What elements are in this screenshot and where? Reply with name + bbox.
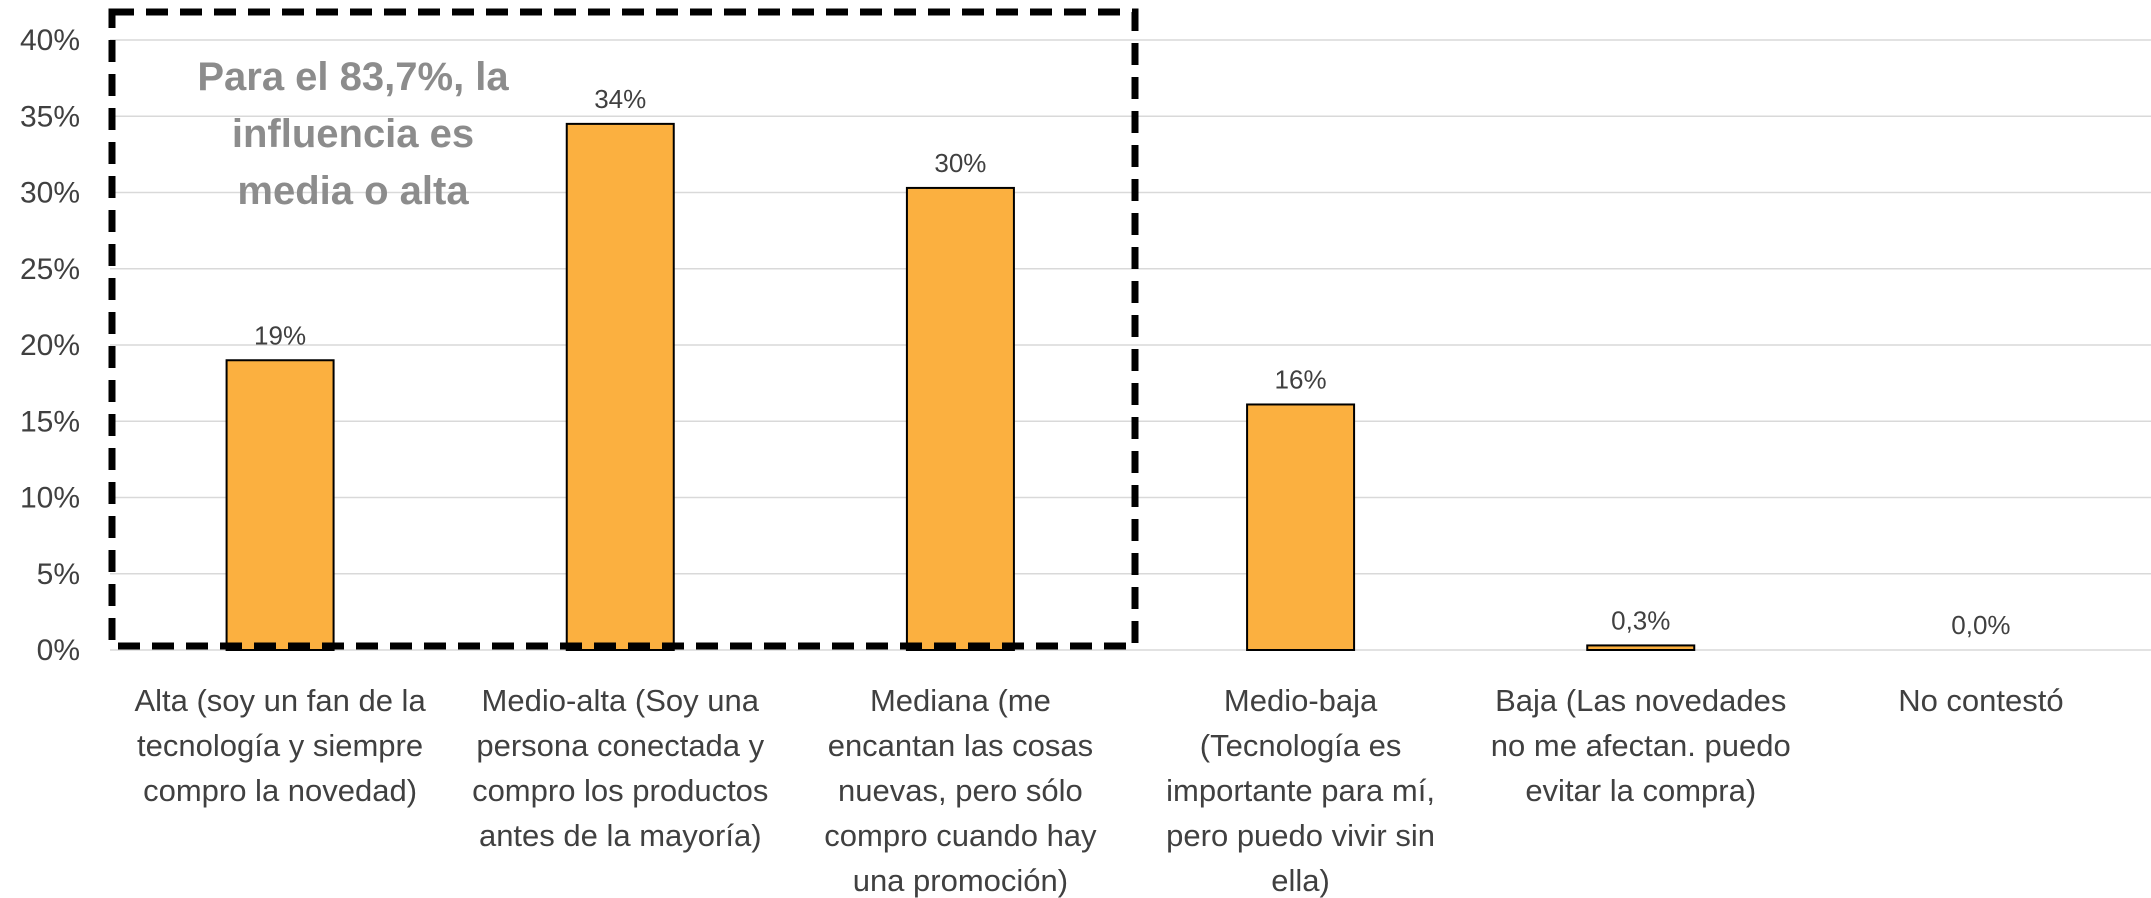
bars [225,122,1696,652]
bar [225,359,335,651]
annotation: Para el 83,7%, la influencia es media o al… [197,55,509,213]
bar [1246,403,1356,651]
category-label: Mediana (me encantan las cosas nuevas, per… [824,683,1097,898]
category-label: Baja (Las novedades no me afectan. puedo e… [1491,683,1791,808]
y-axis-ticks: 0% 5% 10% 15% 20% 25% 30% 35% 40% [20,24,80,667]
data-label: 0,0% [1951,610,2010,640]
y-tick-label: 15% [20,405,80,438]
category-label: Alta (soy un fan de la tecnología y siemp… [134,683,426,808]
y-tick-label: 5% [37,558,80,591]
bar [905,186,1015,652]
y-tick-label: 35% [20,100,80,133]
grid-lines [110,39,2151,651]
y-tick-label: 30% [20,177,80,210]
category-label: No contestó [1898,683,2063,718]
highlight-box [108,8,1139,650]
y-tick-label: 10% [20,482,80,515]
category-label: Medio-alta (Soy una persona conectada y co… [472,683,768,853]
data-label: 34% [594,84,646,114]
y-tick-label: 40% [20,24,80,57]
data-label: 16% [1275,364,1327,394]
data-label: 19% [254,320,306,350]
data-label: 30% [934,148,986,178]
category-label: Medio-baja (Tecnología es importante para … [1166,683,1435,898]
bar [1586,644,1696,651]
y-tick-label: 20% [20,329,80,362]
data-labels: 19% 34% 30% 16% 0,3% 0,0% [254,84,2010,640]
y-tick-label: 25% [20,253,80,286]
bar [565,122,675,651]
y-tick-label: 0% [37,634,80,667]
category-labels: Alta (soy un fan de la tecnología y siemp… [134,683,2063,898]
annotation-text: Para el 83,7%, la influencia es media o al… [197,55,509,213]
data-label: 0,3% [1611,605,1670,635]
